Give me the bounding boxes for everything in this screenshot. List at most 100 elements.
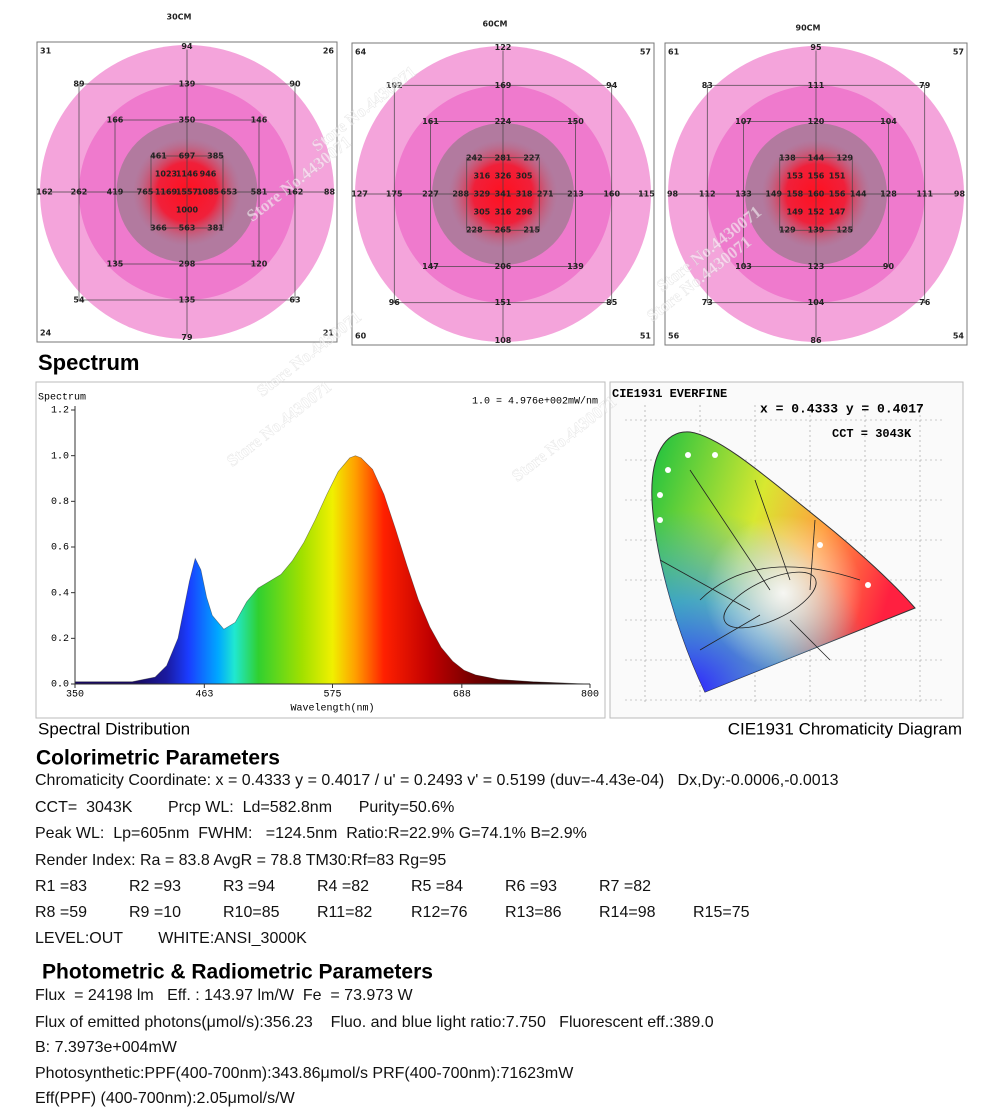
map-value: 281	[495, 153, 512, 162]
x-axis-label: Wavelength(nm)	[290, 703, 374, 715]
cie-diagram: CIE1931 EVERFINE x = 0.4333 y = 0.4017 C…	[612, 387, 945, 705]
render-index: R1 =83	[35, 878, 87, 895]
map-value: 381	[207, 224, 224, 233]
map-value: 227	[523, 153, 540, 162]
map-value: 169	[495, 81, 512, 90]
map-value: 127	[351, 190, 368, 199]
map-value: 139	[179, 80, 196, 89]
map-value: 265	[495, 226, 512, 235]
map-value: 76	[919, 298, 931, 307]
render-index: R15=75	[693, 904, 750, 921]
map-value: 166	[107, 116, 124, 125]
section-title: Spectrum	[38, 350, 139, 375]
map-value: 111	[808, 81, 825, 90]
map-value: 98	[954, 190, 966, 199]
map-value: 90	[289, 80, 301, 89]
map-value: 61	[668, 48, 680, 57]
map-value: 135	[179, 296, 196, 305]
colorimetric-block: Chromaticity Coordinate: x = 0.4333 y = …	[35, 772, 839, 947]
map-value: 139	[808, 226, 825, 235]
map-value: 1557	[176, 188, 198, 197]
map-value: 341	[495, 190, 512, 199]
map-value: 90	[883, 262, 895, 271]
map-value: 305	[474, 208, 491, 217]
map-value: 60	[355, 331, 367, 340]
x-tick-label: 350	[66, 690, 84, 701]
map-value: 1000	[176, 206, 199, 215]
map-value: 1169	[155, 188, 178, 197]
map-value: 138	[779, 153, 796, 162]
x-tick-label: 463	[195, 690, 213, 701]
map-value: 1146	[176, 170, 199, 179]
map-value: 83	[702, 81, 713, 90]
map-value: 104	[808, 298, 825, 307]
parameter-line: Photosynthetic:PPF(400-700nm):343.86μmol…	[35, 1065, 574, 1082]
map-value: 133	[735, 190, 752, 199]
chart-caption: Spectral Distribution	[38, 719, 190, 738]
cie-xy: x = 0.4333 y = 0.4017	[760, 401, 924, 416]
map-value: 73	[702, 298, 713, 307]
map-value: 329	[474, 190, 491, 199]
map-value: 64	[355, 48, 367, 57]
render-index: R3 =94	[223, 878, 275, 895]
map-value: 95	[810, 43, 822, 52]
map-value: 316	[495, 208, 512, 217]
map-value: 135	[107, 260, 124, 269]
map-value: 175	[386, 190, 403, 199]
section-heading: Photometric & Radiometric Parameters	[42, 961, 433, 984]
render-index: R6 =93	[505, 878, 557, 895]
map-value: 156	[829, 190, 846, 199]
map-value: 107	[735, 117, 752, 126]
map-value: 102	[386, 81, 403, 90]
parameter-line: Eff(PPF) (400-700nm):2.05μmol/s/W	[35, 1090, 296, 1107]
x-tick-label: 688	[453, 690, 471, 701]
map-value: 765	[137, 188, 154, 197]
map-value: 316	[474, 171, 491, 180]
render-index: R2 =93	[129, 878, 181, 895]
x-tick-label: 800	[581, 690, 599, 701]
map-value: 108	[495, 336, 512, 345]
map-value: 63	[289, 296, 300, 305]
map-value: 149	[787, 208, 804, 217]
map-value: 206	[495, 262, 512, 271]
map-value: 56	[668, 331, 680, 340]
parameter-line: Flux of emitted photons(μmol/s):356.23 F…	[35, 1014, 714, 1031]
map-value: 26	[323, 47, 335, 56]
parameter-line: Peak WL: Lp=605nm FWHM: =124.5nm Ratio:R…	[35, 825, 587, 842]
map-value: 385	[207, 152, 224, 161]
map-value: 144	[850, 190, 867, 199]
render-index: R5 =84	[411, 878, 463, 895]
map-value: 31	[40, 47, 52, 56]
render-index: R13=86	[505, 904, 562, 921]
map-value: 946	[200, 170, 217, 179]
map-value: 366	[150, 224, 167, 233]
y-tick-label: 0.2	[51, 634, 69, 645]
parameter-line: B: 7.3973e+004mW	[35, 1039, 178, 1056]
map-value: 215	[523, 226, 540, 235]
map-title: 30CM	[167, 13, 192, 22]
y-axis-label: Spectrum	[38, 393, 86, 404]
map-value: 213	[567, 190, 584, 199]
parameter-line: LEVEL:OUT WHITE:ANSI_3000K	[35, 930, 307, 947]
parameter-line: Flux = 24198 lm Eff. : 143.97 lm/W Fe = …	[35, 987, 414, 1004]
map-value: 318	[516, 190, 533, 199]
map-value: 296	[516, 208, 533, 217]
y-tick-label: 1.2	[51, 406, 69, 417]
map-value: 156	[808, 171, 825, 180]
render-index: R10=85	[223, 904, 280, 921]
y-tick-label: 0.6	[51, 543, 69, 554]
map-value: 123	[808, 262, 825, 271]
map-value: 98	[667, 190, 679, 199]
cie-cct: CCT = 3043K	[832, 427, 912, 441]
map-value: 129	[836, 153, 853, 162]
spectrum-chart: Spectrum 1.0 = 4.976e+002mW/nm Wavelength(…	[38, 393, 599, 715]
map-value: 115	[638, 190, 655, 199]
map-value: 85	[606, 298, 618, 307]
cie-header: CIE1931 EVERFINE	[612, 387, 727, 401]
map-value: 152	[808, 208, 825, 217]
map-value: 86	[810, 336, 822, 345]
map-value: 419	[107, 188, 124, 197]
parameter-line: Chromaticity Coordinate: x = 0.4333 y = …	[35, 772, 839, 789]
map-value: 160	[603, 190, 620, 199]
